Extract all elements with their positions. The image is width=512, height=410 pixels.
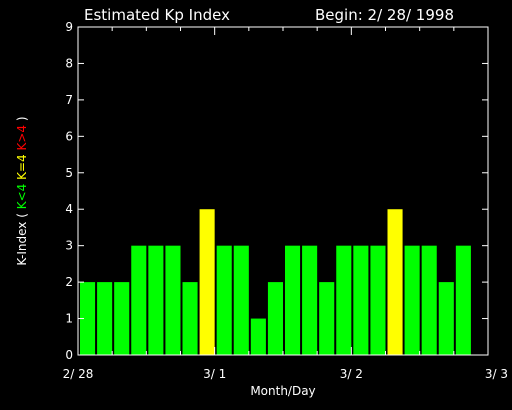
y-tick-label: 8 [65,56,73,70]
kp-bar [131,245,147,355]
kp-bar [97,282,113,355]
y-axis-ticks: 0 1 2 3 4 5 6 7 8 9 [65,20,488,362]
y-tick-label: 1 [65,312,73,326]
x-axis-ticks: 2/ 28 3/ 1 3/ 2 3/ 3 [63,27,508,381]
kp-bar [199,209,215,355]
y-tick-label: 0 [65,348,73,362]
y-axis-label-green: K<4 [15,184,29,210]
chart-begin-date: Begin: 2/ 28/ 1998 [315,6,454,24]
kp-bar [165,245,181,355]
kp-bar [216,245,232,355]
x-tick-label: 2/ 28 [63,367,94,381]
kp-bar [404,245,420,355]
chart-title: Estimated Kp Index [84,6,230,24]
x-axis-label: Month/Day [250,384,315,398]
kp-bar [285,245,301,355]
kp-bar [370,245,386,355]
y-tick-label: 2 [65,275,73,289]
y-tick-label: 7 [65,93,73,107]
y-axis-label-prefix: K-Index ( [15,213,29,265]
x-tick-label: 3/ 1 [203,367,226,381]
y-axis-label: K-Index ( K<4 K=4 K>4 ) [15,116,29,265]
x-tick-label: 3/ 3 [485,367,508,381]
kp-bar [319,282,335,355]
y-tick-label: 4 [65,202,73,216]
kp-bar [250,318,266,355]
kp-bar [233,245,249,355]
y-tick-label: 9 [65,20,73,34]
kp-bar [182,282,198,355]
bars-group [80,209,471,355]
kp-bar [336,245,352,355]
kp-bar [302,245,318,355]
y-tick-label: 6 [65,129,73,143]
kp-bar [114,282,130,355]
y-tick-label: 3 [65,239,73,253]
y-axis-label-yellow: K=4 [15,154,29,180]
kp-bar [80,282,96,355]
x-tick-label: 3/ 2 [340,367,363,381]
kp-bar [387,209,403,355]
kp-bar [353,245,369,355]
kp-bar [455,245,471,355]
y-axis-label-red: K>4 [15,125,29,151]
kp-bar [267,282,283,355]
y-axis-label-suffix: ) [15,116,29,121]
y-tick-label: 5 [65,166,73,180]
kp-bar [421,245,437,355]
kp-bar [148,245,164,355]
kp-bar [438,282,454,355]
